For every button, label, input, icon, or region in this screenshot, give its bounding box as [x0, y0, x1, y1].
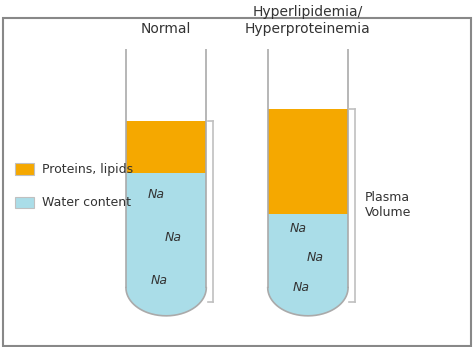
Text: Na: Na — [148, 188, 165, 201]
Text: Hyperlipidemia/
Hyperproteinemia: Hyperlipidemia/ Hyperproteinemia — [245, 5, 371, 36]
Text: Na: Na — [164, 231, 182, 244]
Polygon shape — [126, 288, 206, 316]
Text: Na: Na — [307, 251, 323, 264]
Bar — [15, 163, 34, 175]
Text: Proteins, lipids: Proteins, lipids — [42, 163, 133, 176]
Text: Na: Na — [151, 274, 167, 287]
Text: Na: Na — [292, 280, 310, 294]
Bar — [15, 197, 34, 208]
Polygon shape — [268, 288, 348, 316]
Text: Plasma
Volume: Plasma Volume — [365, 191, 411, 219]
Text: Water content: Water content — [42, 196, 131, 209]
Text: Normal: Normal — [141, 22, 191, 36]
Text: Na: Na — [290, 222, 307, 235]
